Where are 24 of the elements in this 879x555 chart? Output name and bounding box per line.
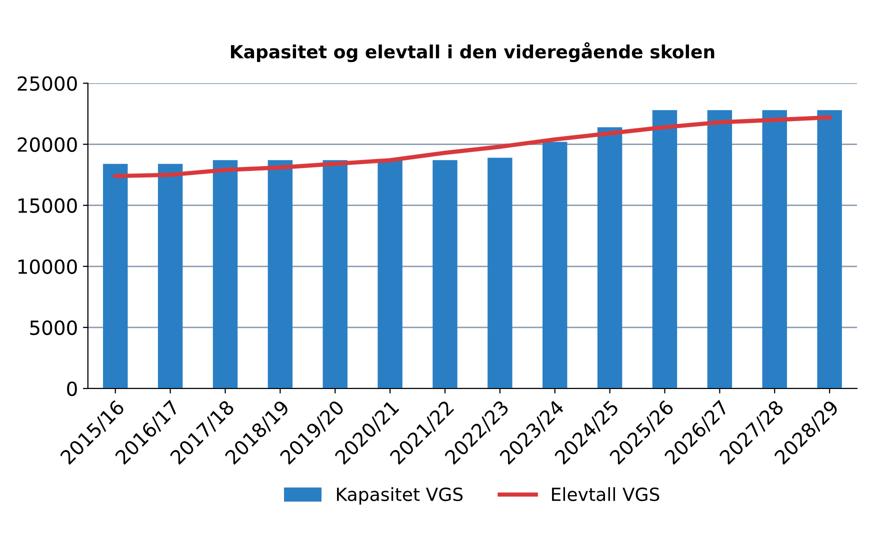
bar xyxy=(212,160,238,388)
y-tick-label: 20000 xyxy=(18,137,77,152)
bar xyxy=(707,110,732,388)
y-tick-label: 5000 xyxy=(30,320,77,336)
bar xyxy=(103,164,128,388)
legend-label: Elevtall VGS xyxy=(552,487,660,502)
bar xyxy=(268,160,293,388)
bar xyxy=(378,160,402,388)
bar xyxy=(762,110,787,388)
bar xyxy=(488,158,512,388)
line-series xyxy=(113,115,832,178)
bar xyxy=(432,160,458,388)
chart-title: Kapasitet og elevtall i den videregående skolen xyxy=(230,42,714,62)
bar xyxy=(817,110,842,388)
y-tick-label: 15000 xyxy=(18,198,77,214)
bar xyxy=(322,160,348,388)
legend-label: Kapasitet VGS xyxy=(337,487,463,505)
bar xyxy=(158,164,183,388)
bar xyxy=(652,110,678,388)
bar xyxy=(597,127,622,388)
y-tick-label: 0 xyxy=(67,381,77,396)
y-tick-label: 10000 xyxy=(18,259,77,274)
y-tick-label: 25000 xyxy=(18,76,77,91)
bar xyxy=(542,142,568,388)
